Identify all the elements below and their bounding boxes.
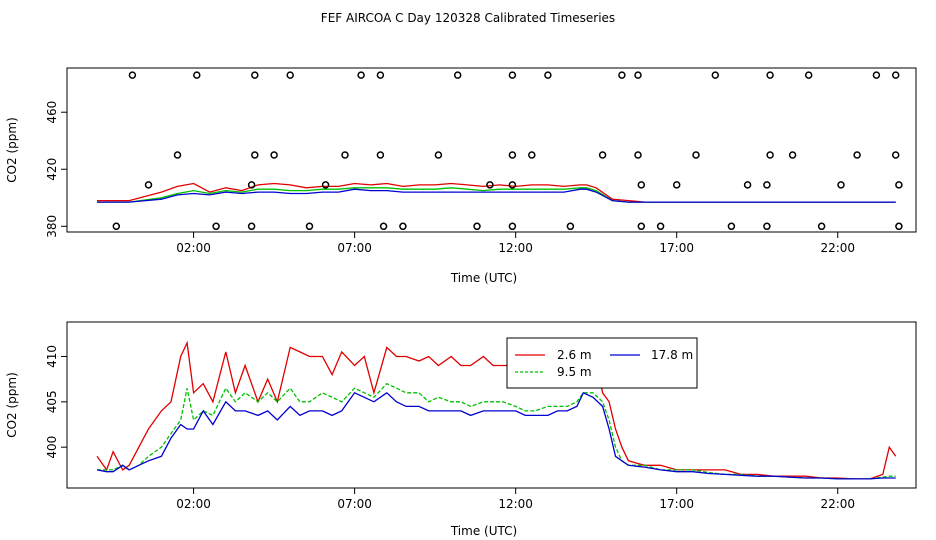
top-marker-point xyxy=(508,181,517,189)
top-marker-point xyxy=(357,71,365,79)
top-marker-point xyxy=(434,151,443,159)
bot-y-tick-label: 410 xyxy=(45,345,59,368)
top-marker-point xyxy=(508,151,517,159)
chart-title: FEF AIRCOA C Day 120328 Calibrated Times… xyxy=(321,11,615,25)
top-marker-point xyxy=(637,181,646,189)
top-marker-point xyxy=(895,181,903,189)
top-marker-point xyxy=(173,151,182,159)
top-marker-point xyxy=(508,222,517,231)
top-marker-point xyxy=(656,222,665,231)
top-marker-point xyxy=(891,151,900,159)
top-marker-point xyxy=(376,151,385,159)
top-marker-point xyxy=(837,181,845,189)
top-marker-point xyxy=(376,71,385,79)
top-marker-point xyxy=(692,151,700,159)
bot-series-line-9-5-m xyxy=(97,382,896,480)
bottom-plot-frame xyxy=(66,321,917,489)
top-marker-point xyxy=(566,222,575,231)
top-marker-point xyxy=(486,181,494,189)
top-marker-point xyxy=(112,222,121,231)
top-marker-point xyxy=(473,222,481,231)
bot-series-line-2-6-m xyxy=(96,340,897,480)
top-y-tick-label: 380 xyxy=(45,215,59,238)
top-marker-point xyxy=(895,222,903,231)
top-marker-point xyxy=(321,181,330,189)
top-x-tick-label: 12:00 xyxy=(498,241,533,255)
bot-x-tick-label: 12:00 xyxy=(498,497,533,511)
top-marker-point xyxy=(766,71,774,79)
legend-box xyxy=(506,337,698,389)
top-marker-point xyxy=(544,71,552,79)
top-marker-point xyxy=(453,71,462,79)
top-marker-point xyxy=(763,222,771,231)
top-marker-point xyxy=(128,71,137,79)
top-marker-point xyxy=(727,222,736,231)
top-marker-point xyxy=(872,71,881,79)
top-marker-point xyxy=(212,222,220,231)
top-marker-point xyxy=(251,71,259,79)
top-y-tick-label: 420 xyxy=(45,158,59,181)
top-marker-point xyxy=(341,151,349,159)
legend-label-2-6m: 2.6 m xyxy=(557,348,592,362)
top-marker-point xyxy=(891,71,900,79)
bot-x-tick-label: 22:00 xyxy=(820,497,855,511)
bottom-x-axis-label: Time (UTC) xyxy=(450,524,517,538)
bot-x-tick-label: 02:00 xyxy=(176,497,211,511)
top-marker-point xyxy=(766,151,774,159)
top-x-axis-label: Time (UTC) xyxy=(450,271,517,285)
top-marker-point xyxy=(598,151,607,159)
top-marker-point xyxy=(247,222,256,231)
top-marker-point xyxy=(305,222,314,231)
top-x-tick-label: 02:00 xyxy=(176,241,211,255)
legend: 2.6 m 9.5 m 17.8 m xyxy=(506,337,698,389)
top-marker-point xyxy=(634,71,642,79)
top-marker-point xyxy=(618,71,626,79)
top-marker-point xyxy=(817,222,826,231)
top-marker-point xyxy=(247,181,256,189)
top-series-line-17-8-m xyxy=(97,188,896,203)
top-y-tick-label: 460 xyxy=(45,101,59,124)
bot-y-tick-label: 405 xyxy=(45,390,59,413)
top-marker-point xyxy=(270,151,278,159)
top-marker-point xyxy=(634,151,642,159)
top-marker-point xyxy=(379,222,388,231)
top-marker-point xyxy=(788,151,797,159)
top-x-tick-label: 22:00 xyxy=(820,241,855,255)
bot-x-tick-label: 07:00 xyxy=(337,497,372,511)
bottom-panel: 02:00 07:00 12:00 17:00 22:00 400 405 410 Time… xyxy=(5,321,917,538)
top-marker-point xyxy=(193,71,201,79)
top-marker-point xyxy=(251,151,259,159)
top-marker-point xyxy=(853,151,861,159)
bot-series-line-17-8-m xyxy=(96,391,896,480)
bot-x-tick-label: 17:00 xyxy=(659,497,694,511)
top-marker-point xyxy=(743,181,752,189)
bottom-y-axis-label: CO2 (ppm) xyxy=(5,372,19,438)
top-marker-point xyxy=(508,71,517,79)
top-plot-frame xyxy=(66,67,917,233)
legend-label-9-5m: 9.5 m xyxy=(557,365,592,379)
top-marker-point xyxy=(528,151,536,159)
top-x-tick-label: 07:00 xyxy=(337,241,372,255)
top-marker-point xyxy=(763,181,771,189)
top-marker-point xyxy=(286,71,294,79)
top-marker-point xyxy=(144,181,153,189)
top-panel: 02:00 07:00 12:00 17:00 22:00 380 420 460 Time… xyxy=(5,67,917,285)
top-marker-point xyxy=(672,181,681,189)
top-marker-point xyxy=(637,222,646,231)
top-marker-point xyxy=(804,71,813,79)
bot-y-tick-label: 400 xyxy=(45,436,59,459)
top-x-tick-label: 17:00 xyxy=(659,241,694,255)
top-y-axis-label: CO2 (ppm) xyxy=(5,117,19,183)
top-marker-point xyxy=(711,71,720,79)
legend-label-17-8m: 17.8 m xyxy=(651,348,693,362)
top-marker-point xyxy=(399,222,407,231)
